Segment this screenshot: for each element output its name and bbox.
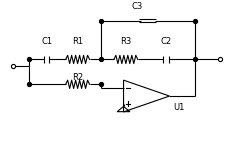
Text: R3: R3: [120, 37, 131, 46]
Text: C3: C3: [132, 2, 143, 11]
Text: R2: R2: [72, 73, 83, 82]
Text: C2: C2: [161, 37, 172, 46]
Text: U1: U1: [173, 103, 184, 112]
Text: R1: R1: [72, 37, 83, 46]
Text: C1: C1: [41, 37, 52, 46]
